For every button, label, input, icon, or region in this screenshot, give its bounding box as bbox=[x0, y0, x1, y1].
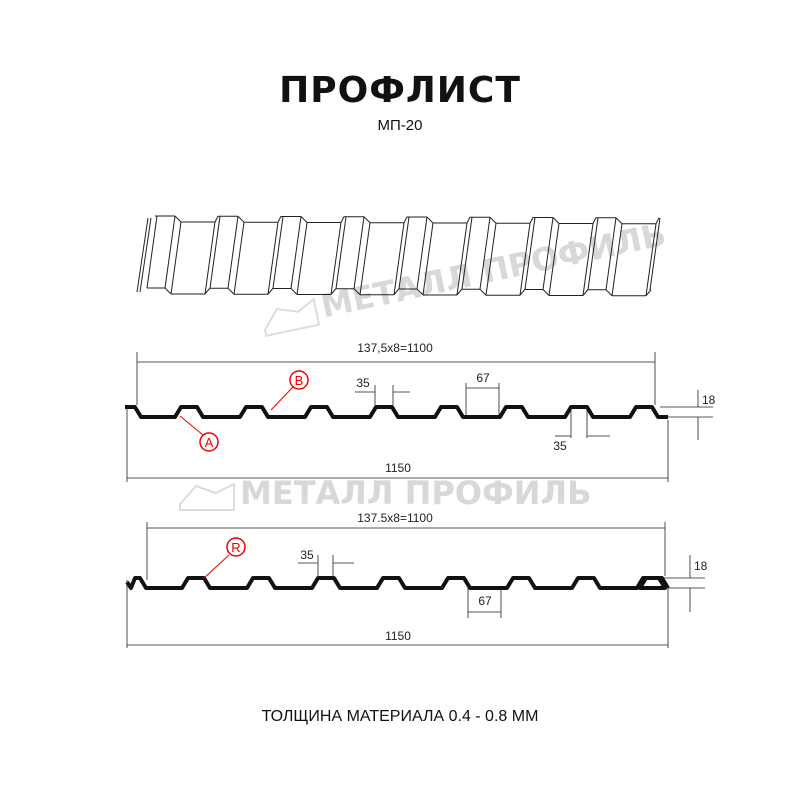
profile-top: 137,5x8=1100 1150 35 67 35 18 A B bbox=[125, 341, 716, 482]
profile-bottom-section bbox=[125, 576, 670, 590]
sheet-edge bbox=[605, 289, 613, 297]
material-thickness-note: ТОЛЩИНА МАТЕРИАЛА 0.4 - 0.8 ММ bbox=[261, 708, 539, 725]
height-dimension: 18 bbox=[694, 559, 708, 573]
sheet-edge bbox=[519, 288, 526, 296]
sheet-edge bbox=[529, 217, 534, 224]
sheet-edge bbox=[592, 217, 597, 224]
callout-r-label: R bbox=[231, 540, 240, 555]
page-title: ПРОФЛИСТ bbox=[279, 70, 521, 111]
sheet-edge bbox=[398, 216, 410, 290]
sheet-edge bbox=[403, 216, 408, 223]
callout-a: A bbox=[179, 415, 219, 452]
sheet-edge bbox=[146, 215, 158, 289]
sheet-edge bbox=[456, 222, 468, 296]
sheet-edge bbox=[479, 288, 487, 296]
sheet-edge bbox=[542, 217, 554, 290]
top-width-dimension: 35 bbox=[356, 376, 370, 390]
callout-b-label: B bbox=[295, 373, 304, 388]
sheet-edge bbox=[582, 223, 594, 296]
width-dimension: 1150 bbox=[385, 461, 411, 475]
sheet-edge bbox=[233, 222, 245, 295]
callout-b: B bbox=[270, 370, 309, 411]
sheet-edge bbox=[548, 223, 560, 296]
sheet-edge bbox=[587, 217, 599, 290]
sheet-edge bbox=[426, 216, 434, 224]
sheet-edge bbox=[267, 222, 279, 295]
sheet-edge bbox=[605, 217, 617, 290]
top-width-dimension: 35 bbox=[300, 548, 314, 562]
bottom-width-dimension: 35 bbox=[553, 439, 567, 453]
sheet-edge bbox=[552, 217, 560, 224]
sheet-edge bbox=[542, 289, 550, 296]
sheet-edge bbox=[353, 288, 361, 296]
sheet-edge bbox=[655, 217, 660, 224]
sheet-edge bbox=[277, 216, 282, 223]
callout-r: R bbox=[203, 537, 246, 579]
watermark-logo-icon bbox=[179, 482, 235, 511]
rib-dimension: 67 bbox=[476, 371, 490, 385]
sheet-edge bbox=[237, 215, 245, 223]
sheet-edge bbox=[227, 216, 239, 289]
sheet-edge bbox=[272, 216, 284, 289]
sheet-edge bbox=[164, 215, 176, 289]
profile-bottom: 137.5x8=1100 1150 35 67 18 R bbox=[125, 511, 708, 648]
sheet-edge bbox=[466, 216, 471, 224]
sheet-edge bbox=[649, 217, 661, 291]
sheet-edge bbox=[645, 223, 657, 296]
sheet-edge bbox=[300, 216, 308, 223]
sheet-edge bbox=[290, 216, 302, 289]
sheet-edge bbox=[267, 287, 274, 295]
sheet-edge bbox=[174, 215, 182, 223]
sheet-edge bbox=[353, 216, 365, 289]
sheet-edge bbox=[416, 288, 424, 296]
sheet-edge bbox=[611, 223, 623, 296]
pitch-dimension: 137.5x8=1100 bbox=[357, 511, 433, 525]
sheet-edge bbox=[164, 287, 172, 295]
sheet-edge bbox=[170, 221, 182, 295]
sheet-edge bbox=[340, 216, 345, 223]
sheet-edge bbox=[204, 287, 211, 295]
sheet-edge bbox=[479, 217, 491, 290]
sheet-3d-view bbox=[136, 215, 661, 297]
sheet-edge bbox=[296, 222, 308, 295]
sheet-edge bbox=[209, 216, 221, 289]
sheet-edge bbox=[335, 216, 347, 289]
sheet-edge bbox=[227, 287, 235, 295]
sheet-edge bbox=[204, 221, 216, 295]
sheet-edge bbox=[330, 222, 342, 295]
sheet-edge bbox=[139, 217, 152, 293]
watermark-text: МЕТАЛЛ ПРОФИЛЬ bbox=[240, 474, 592, 512]
sheet-edge bbox=[461, 217, 473, 290]
height-dimension: 18 bbox=[702, 393, 716, 407]
page-subtitle: МП-20 bbox=[377, 117, 423, 134]
sheet-edge bbox=[290, 288, 298, 295]
width-dimension: 1150 bbox=[385, 629, 411, 643]
sheet-edge bbox=[330, 288, 337, 295]
sheet-edge bbox=[645, 289, 652, 297]
pitch-dimension: 137,5x8=1100 bbox=[357, 341, 433, 355]
rib-dimension: 67 bbox=[478, 594, 492, 608]
sheet-edge bbox=[393, 288, 400, 296]
watermark-text: МЕТАЛЛ ПРОФИЛЬ bbox=[317, 215, 669, 325]
sheet-edge bbox=[615, 217, 623, 225]
sheet-edge bbox=[363, 216, 371, 224]
sheet-edge bbox=[136, 217, 149, 293]
sheet-edge bbox=[519, 223, 531, 296]
sheet-edge bbox=[524, 217, 536, 290]
sheet-edge bbox=[359, 222, 371, 295]
sheet-edge bbox=[422, 222, 434, 296]
sheet-edge bbox=[416, 216, 428, 290]
sheet-edge bbox=[582, 289, 589, 296]
sheet-edge bbox=[393, 222, 405, 295]
profile-top-section bbox=[125, 405, 668, 419]
callout-a-label: A bbox=[205, 435, 214, 450]
sheet-edge bbox=[485, 223, 497, 296]
watermark-logo-icon bbox=[263, 297, 321, 338]
sheet-edge bbox=[489, 216, 497, 224]
sheet-edge bbox=[214, 215, 219, 223]
sheet-edge bbox=[456, 288, 463, 296]
watermark-2: МЕТАЛЛ ПРОФИЛЬ bbox=[179, 474, 592, 512]
